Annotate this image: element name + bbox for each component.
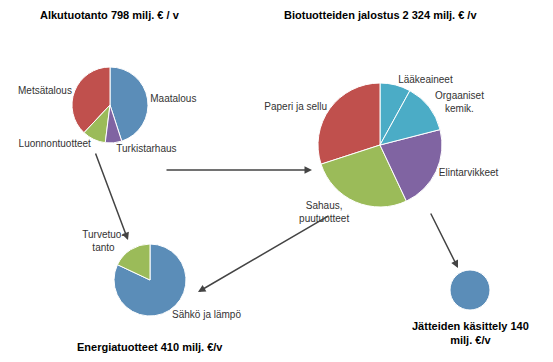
svg-text:Energiatuotteet 410 milj. €/v: Energiatuotteet 410 milj. €/v bbox=[77, 341, 223, 353]
svg-text:Sähkö ja lämpö: Sähkö ja lämpö bbox=[172, 309, 241, 320]
svg-text:Elintarvikkeet: Elintarvikkeet bbox=[439, 167, 499, 178]
svg-text:Metsätalous: Metsätalous bbox=[18, 85, 72, 96]
svg-text:Orgaanisetkemik.: Orgaanisetkemik. bbox=[435, 90, 484, 114]
svg-text:Sahaus,puutuotteet: Sahaus,puutuotteet bbox=[299, 200, 349, 224]
svg-text:Jätteiden käsittely 140milj. €: Jätteiden käsittely 140milj. €/v bbox=[412, 320, 529, 346]
svg-text:Turvetuo-tanto: Turvetuo-tanto bbox=[82, 229, 124, 253]
svg-text:Biotuotteiden jalostus 2 324 m: Biotuotteiden jalostus 2 324 milj. € /v bbox=[284, 9, 477, 21]
svg-text:Paperi ja sellu: Paperi ja sellu bbox=[264, 101, 327, 112]
svg-text:Turkistarhaus: Turkistarhaus bbox=[116, 143, 176, 154]
svg-text:Maatalous: Maatalous bbox=[150, 93, 196, 104]
svg-text:Luonnontuotteet: Luonnontuotteet bbox=[19, 138, 92, 149]
svg-text:Alkutuotanto 798 milj. € / v: Alkutuotanto 798 milj. € / v bbox=[40, 9, 180, 21]
svg-text:Lääkeaineet: Lääkeaineet bbox=[398, 74, 453, 85]
